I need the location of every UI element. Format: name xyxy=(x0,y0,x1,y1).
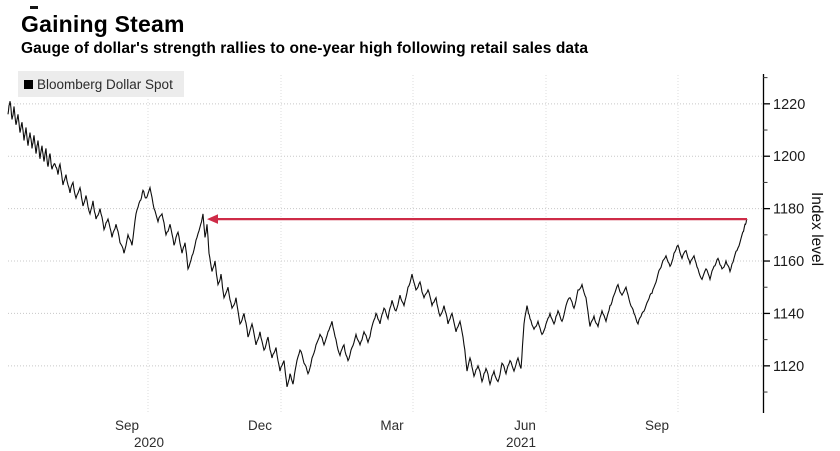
chart-subtitle: Gauge of dollar's strength rallies to on… xyxy=(21,40,589,57)
y-axis-title: Index level xyxy=(808,192,825,266)
x-tick-label: Jun xyxy=(514,418,536,433)
series-marker-icon xyxy=(24,79,33,89)
y-tick-label: 1120 xyxy=(773,359,804,375)
crop-artifact-mark xyxy=(30,6,38,9)
y-tick-label: 1220 xyxy=(773,97,805,113)
annotation-arrowhead-icon xyxy=(207,214,218,224)
chart-title: Gaining Steam xyxy=(21,11,185,37)
y-tick-label: 1160 xyxy=(773,254,804,270)
x-year-label: 2020 xyxy=(134,435,164,450)
y-tick-label: 1180 xyxy=(773,202,804,218)
price-line xyxy=(7,101,748,387)
x-year-label: 2021 xyxy=(506,435,536,450)
x-tick-label: Mar xyxy=(380,418,404,433)
x-tick-label: Dec xyxy=(248,418,272,433)
x-tick-label: Sep xyxy=(645,418,669,433)
y-tick-label: 1200 xyxy=(773,149,805,165)
y-tick-label: 1140 xyxy=(773,306,804,322)
x-tick-label: Sep xyxy=(115,418,139,433)
legend-label: Bloomberg Dollar Spot xyxy=(37,76,173,92)
legend-chip: Bloomberg Dollar Spot xyxy=(18,71,184,97)
